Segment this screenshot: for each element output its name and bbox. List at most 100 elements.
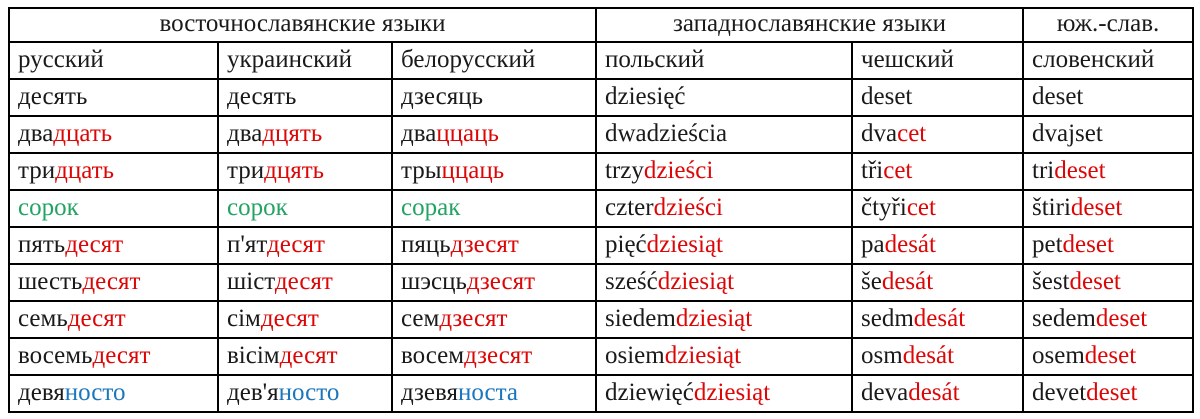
numeral-segment: девя: [18, 378, 65, 406]
numeral-segment: два: [18, 119, 54, 147]
numeral-cell: deset: [1022, 78, 1194, 117]
numeral-segment: desát: [913, 304, 966, 332]
language-header: словенский: [1022, 41, 1194, 80]
numeral-cell: šedesát: [851, 263, 1024, 302]
numeral-segment: сем: [401, 304, 440, 332]
numeral-segment: dziesięć: [605, 82, 686, 110]
numeral-segment: osiem: [605, 341, 665, 369]
numeral-cell: pięćdziesiąt: [595, 226, 853, 265]
numeral-segment: deset: [861, 82, 913, 110]
numeral-segment: še: [861, 267, 882, 295]
numeral-cell: sześćdziesiąt: [595, 263, 853, 302]
numeral-segment: сім: [227, 304, 261, 332]
numeral-segment: дзесят: [466, 267, 535, 295]
numeral-segment: два: [401, 119, 437, 147]
table-row: десять десять дзесяць dziesięć deset deset: [8, 78, 1194, 117]
numeral-segment: дзесят: [450, 230, 519, 258]
numeral-segment: deset: [1062, 230, 1114, 258]
numeral-cell: дев'яносто: [217, 374, 393, 413]
table-row: пятьдесят п'ятдесят пяцьдзесят pięćdziesiąt…: [8, 226, 1194, 265]
language-header: белорусский: [391, 41, 597, 80]
table-row: семьдесят сімдесят семдзесят siedemdziesiąt…: [8, 300, 1194, 339]
numeral-segment: дцять: [264, 156, 325, 184]
numeral-cell: osiemdziesiąt: [595, 337, 853, 376]
numeral-segment: tri: [1032, 156, 1055, 184]
numeral-cell: девяносто: [8, 374, 219, 413]
numeral-cell: трыццаць: [391, 152, 597, 191]
numeral-cell: шістдесят: [217, 263, 393, 302]
numeral-cell: trideset: [1022, 152, 1194, 191]
numeral-segment: семь: [18, 304, 68, 332]
numeral-cell: dziesięć: [595, 78, 853, 117]
numeral-segment: носта: [457, 378, 518, 406]
numeral-cell: devetdeset: [1022, 374, 1194, 413]
numeral-segment: сорок: [18, 193, 79, 221]
numeral-cell: пятьдесят: [8, 226, 219, 265]
numeral-segment: osem: [1032, 341, 1085, 369]
table-body: десять десять дзесяць dziesięć deset deset два…: [8, 78, 1194, 413]
numeral-cell: двадцать: [8, 115, 219, 154]
numeral-segment: ццаць: [441, 156, 505, 184]
numeral-segment: п'ят: [227, 230, 267, 258]
numeral-segment: восем: [401, 341, 465, 369]
numeral-cell: osmdesát: [851, 337, 1024, 376]
numeral-cell: dziewięćdziesiąt: [595, 374, 853, 413]
numeral-segment: deset: [1086, 378, 1138, 406]
numeral-segment: cet: [883, 156, 913, 184]
numeral-segment: дев'я: [227, 378, 279, 406]
numeral-segment: deset: [1054, 156, 1106, 184]
numeral-segment: czter: [605, 193, 654, 221]
numeral-cell: дзесяць: [391, 78, 597, 117]
numeral-segment: deset: [1070, 193, 1123, 221]
numeral-segment: пять: [18, 230, 66, 258]
table-row: тридцать тридцять трыццаць trzydzieści třice…: [8, 152, 1194, 191]
numeral-segment: носто: [64, 378, 126, 406]
numeral-cell: сорок: [8, 189, 219, 228]
numeral-segment: десят: [92, 341, 151, 369]
numeral-segment: десят: [67, 304, 126, 332]
numeral-cell: шестьдесят: [8, 263, 219, 302]
numeral-cell: trzydzieści: [595, 152, 853, 191]
numeral-segment: cet: [906, 193, 936, 221]
table-row: двадцать двадцять дваццаць dwadzieścia dvace…: [8, 115, 1194, 154]
numeral-cell: dvacet: [851, 115, 1024, 154]
numeral-cell: čtyřicet: [851, 189, 1024, 228]
numeral-segment: desát: [884, 230, 936, 258]
numeral-segment: dziesiąt: [657, 267, 735, 295]
table-row: шестьдесят шістдесят шэсцьдзесят sześćdzies…: [8, 263, 1194, 302]
numeral-segment: desát: [908, 378, 960, 406]
numeral-segment: dzieści: [643, 156, 714, 184]
numeral-segment: три: [227, 156, 265, 184]
numeral-segment: desát: [902, 341, 955, 369]
numeral-segment: два: [227, 119, 263, 147]
numeral-segment: cet: [897, 119, 927, 147]
numeral-cell: семдзесят: [391, 300, 597, 339]
numeral-segment: десят: [274, 267, 333, 295]
numeral-segment: deset: [1084, 341, 1137, 369]
language-header-row: русский украинский белорусский польский чешс…: [8, 41, 1194, 80]
numeral-cell: dvajset: [1022, 115, 1194, 154]
language-header: украинский: [217, 41, 393, 80]
numeral-segment: devet: [1032, 378, 1087, 406]
numeral-segment: дзесят: [439, 304, 508, 332]
numeral-cell: petdeset: [1022, 226, 1194, 265]
group-header-row: восточнославянские языки западнославянски…: [8, 7, 1194, 43]
numeral-segment: sześć: [605, 267, 658, 295]
numeral-segment: deset: [1095, 304, 1148, 332]
numeral-cell: двадцять: [217, 115, 393, 154]
numeral-segment: štiri: [1032, 193, 1071, 221]
numeral-segment: dziesiąt: [675, 304, 753, 332]
numeral-segment: deva: [861, 378, 909, 406]
numeral-segment: dzieści: [653, 193, 723, 221]
numeral-segment: sedm: [861, 304, 914, 332]
numeral-cell: sedemdeset: [1022, 300, 1194, 339]
numeral-cell: тридцать: [8, 152, 219, 191]
numeral-segment: дцать: [55, 156, 114, 184]
numeral-segment: dwadzieścia: [605, 119, 728, 147]
numeral-cell: siedemdziesiąt: [595, 300, 853, 339]
language-header: польский: [595, 41, 853, 80]
numeral-cell: пяцьдзесят: [391, 226, 597, 265]
numeral-cell: п'ятдесят: [217, 226, 393, 265]
numeral-cell: devadesát: [851, 374, 1024, 413]
numeral-segment: дзесяць: [401, 82, 483, 110]
